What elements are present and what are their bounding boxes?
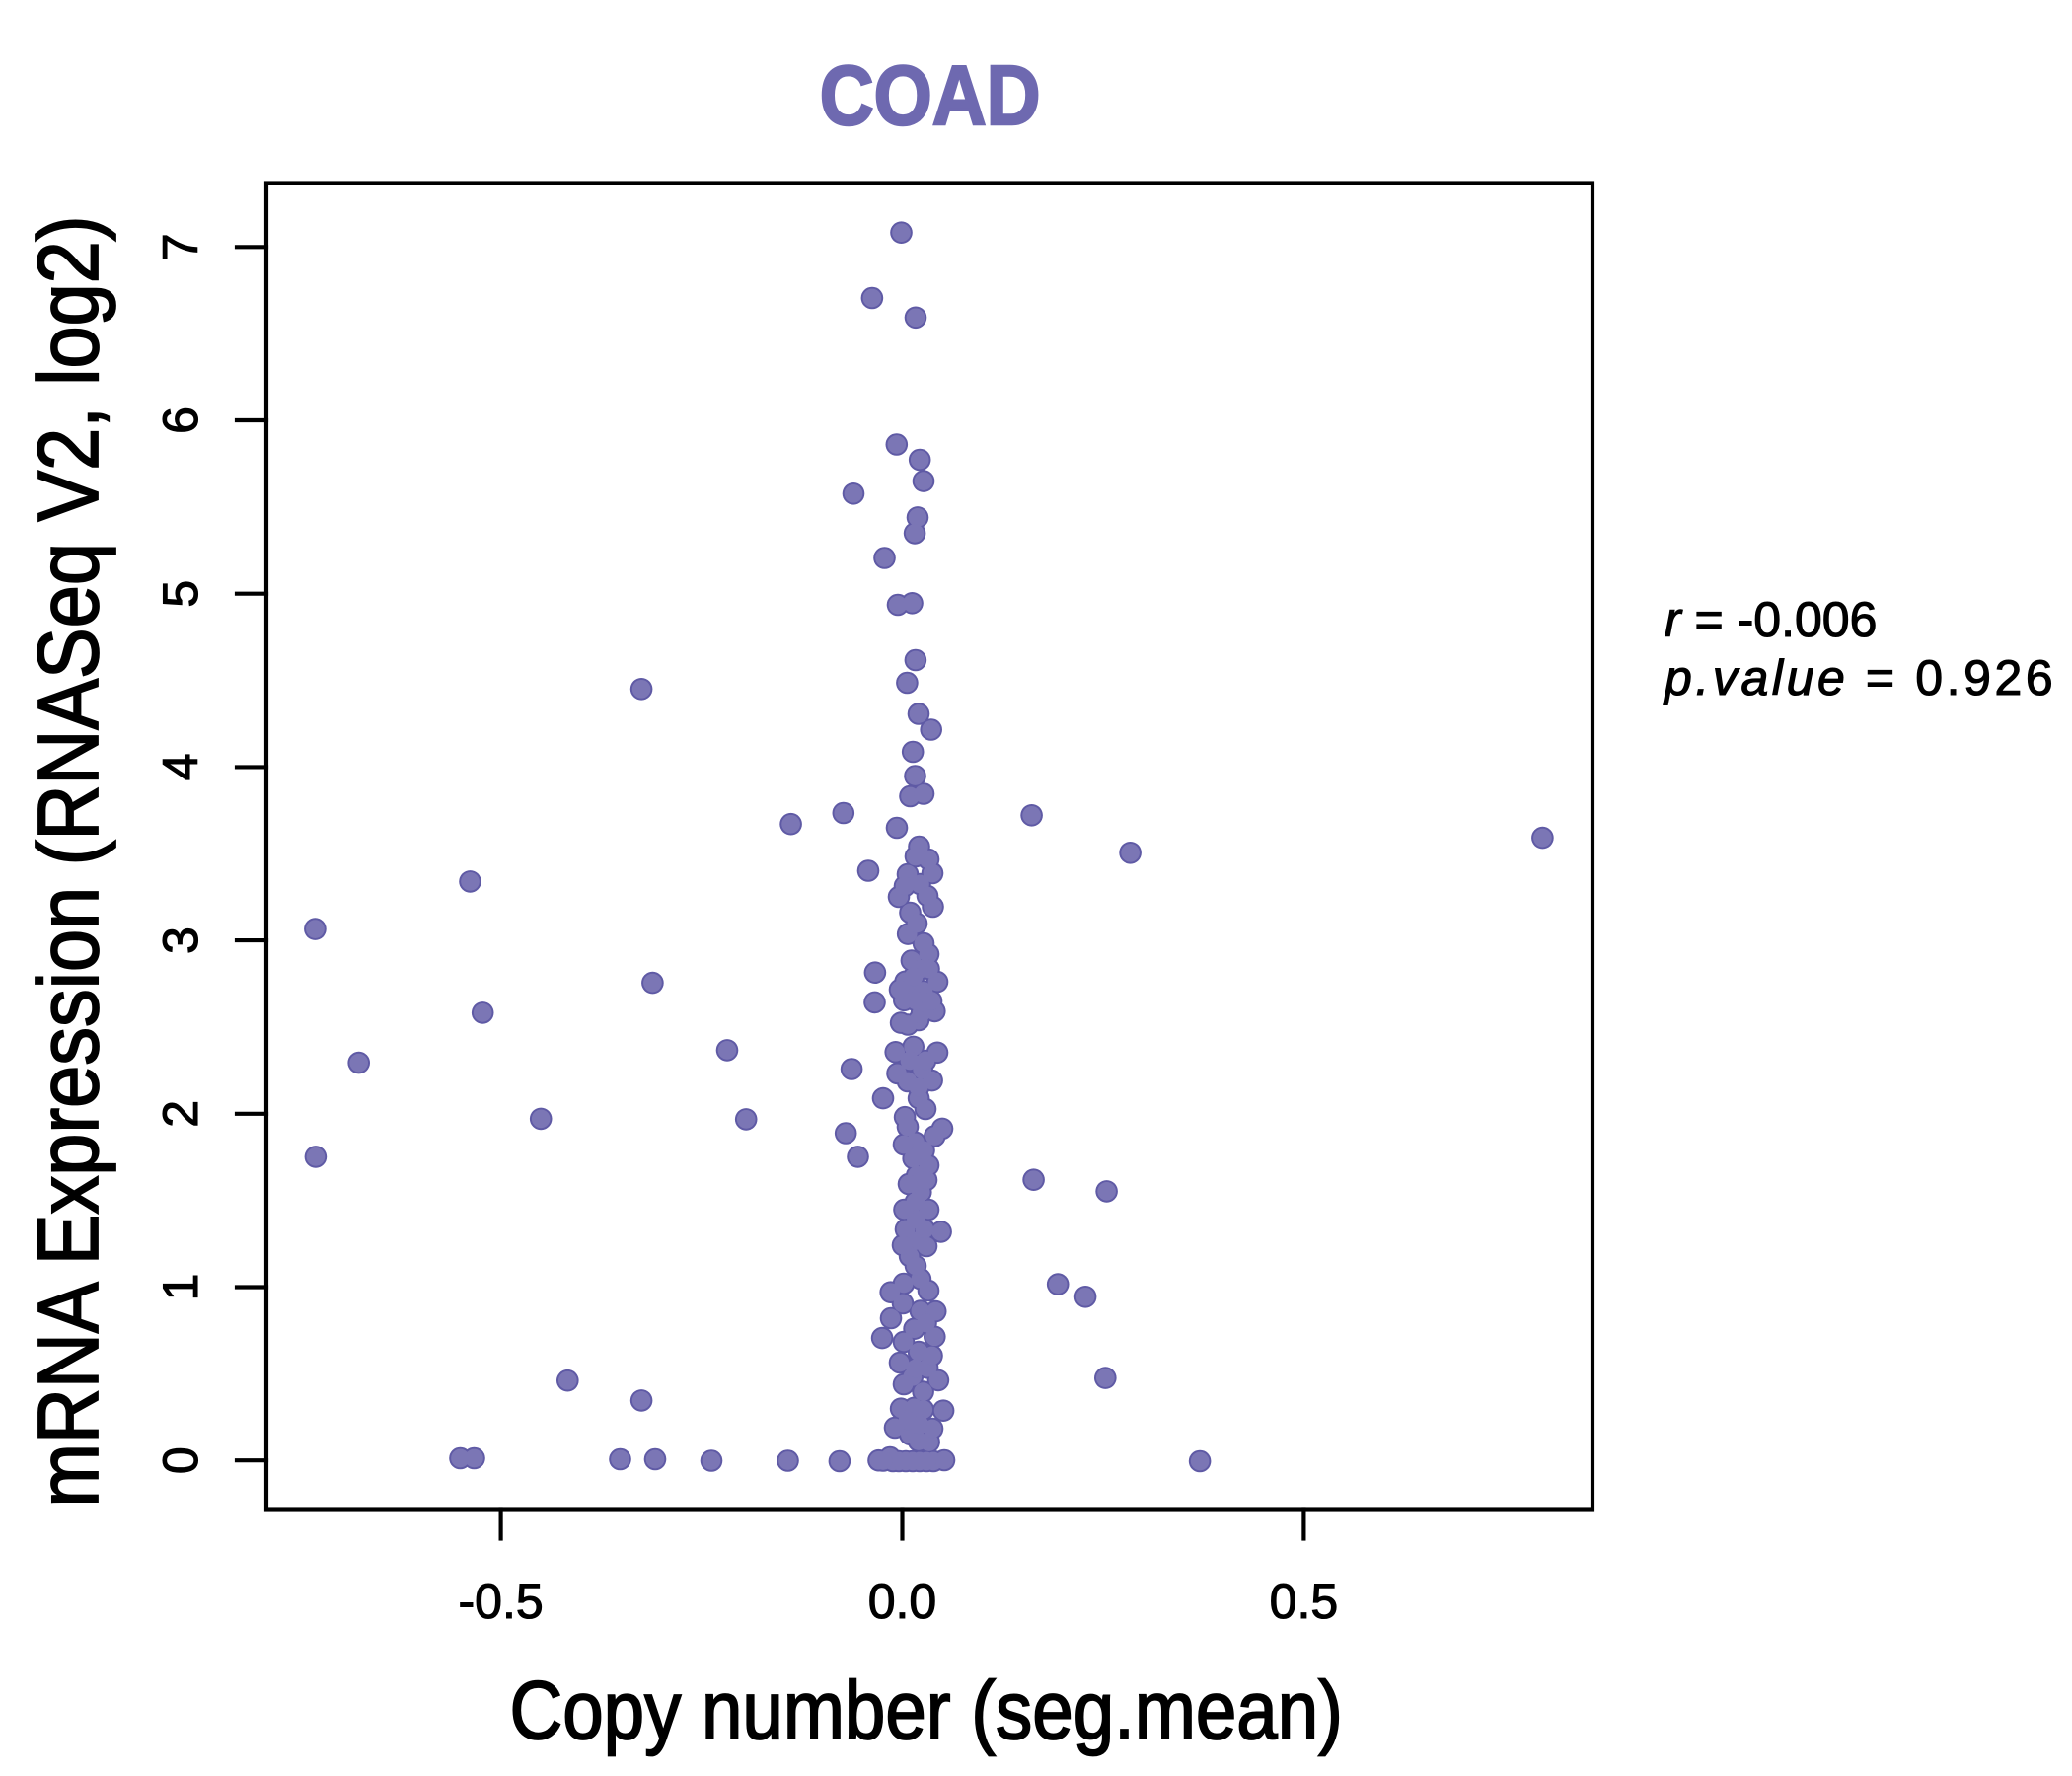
- svg-text:p.value = 0.926: p.value = 0.926: [1663, 650, 2056, 705]
- svg-text:2: 2: [153, 1100, 208, 1128]
- svg-text:6: 6: [153, 407, 208, 434]
- svg-text:3: 3: [153, 926, 208, 954]
- svg-text:-0.5: -0.5: [459, 1574, 544, 1629]
- svg-text:mRNA Expression (RNASeq V2, lo: mRNA Expression (RNASeq V2, log2): [22, 215, 116, 1507]
- svg-text:COAD: COAD: [820, 49, 1041, 143]
- svg-text:0: 0: [153, 1446, 208, 1474]
- svg-text:r = -0.006: r = -0.006: [1665, 592, 1877, 647]
- svg-text:7: 7: [153, 233, 208, 260]
- svg-text:4: 4: [153, 753, 208, 780]
- svg-text:0.0: 0.0: [868, 1574, 937, 1629]
- svg-text:Copy number (seg.mean): Copy number (seg.mean): [509, 1664, 1343, 1756]
- svg-text:1: 1: [153, 1274, 208, 1301]
- svg-text:5: 5: [153, 580, 208, 608]
- svg-text:0.5: 0.5: [1270, 1574, 1339, 1629]
